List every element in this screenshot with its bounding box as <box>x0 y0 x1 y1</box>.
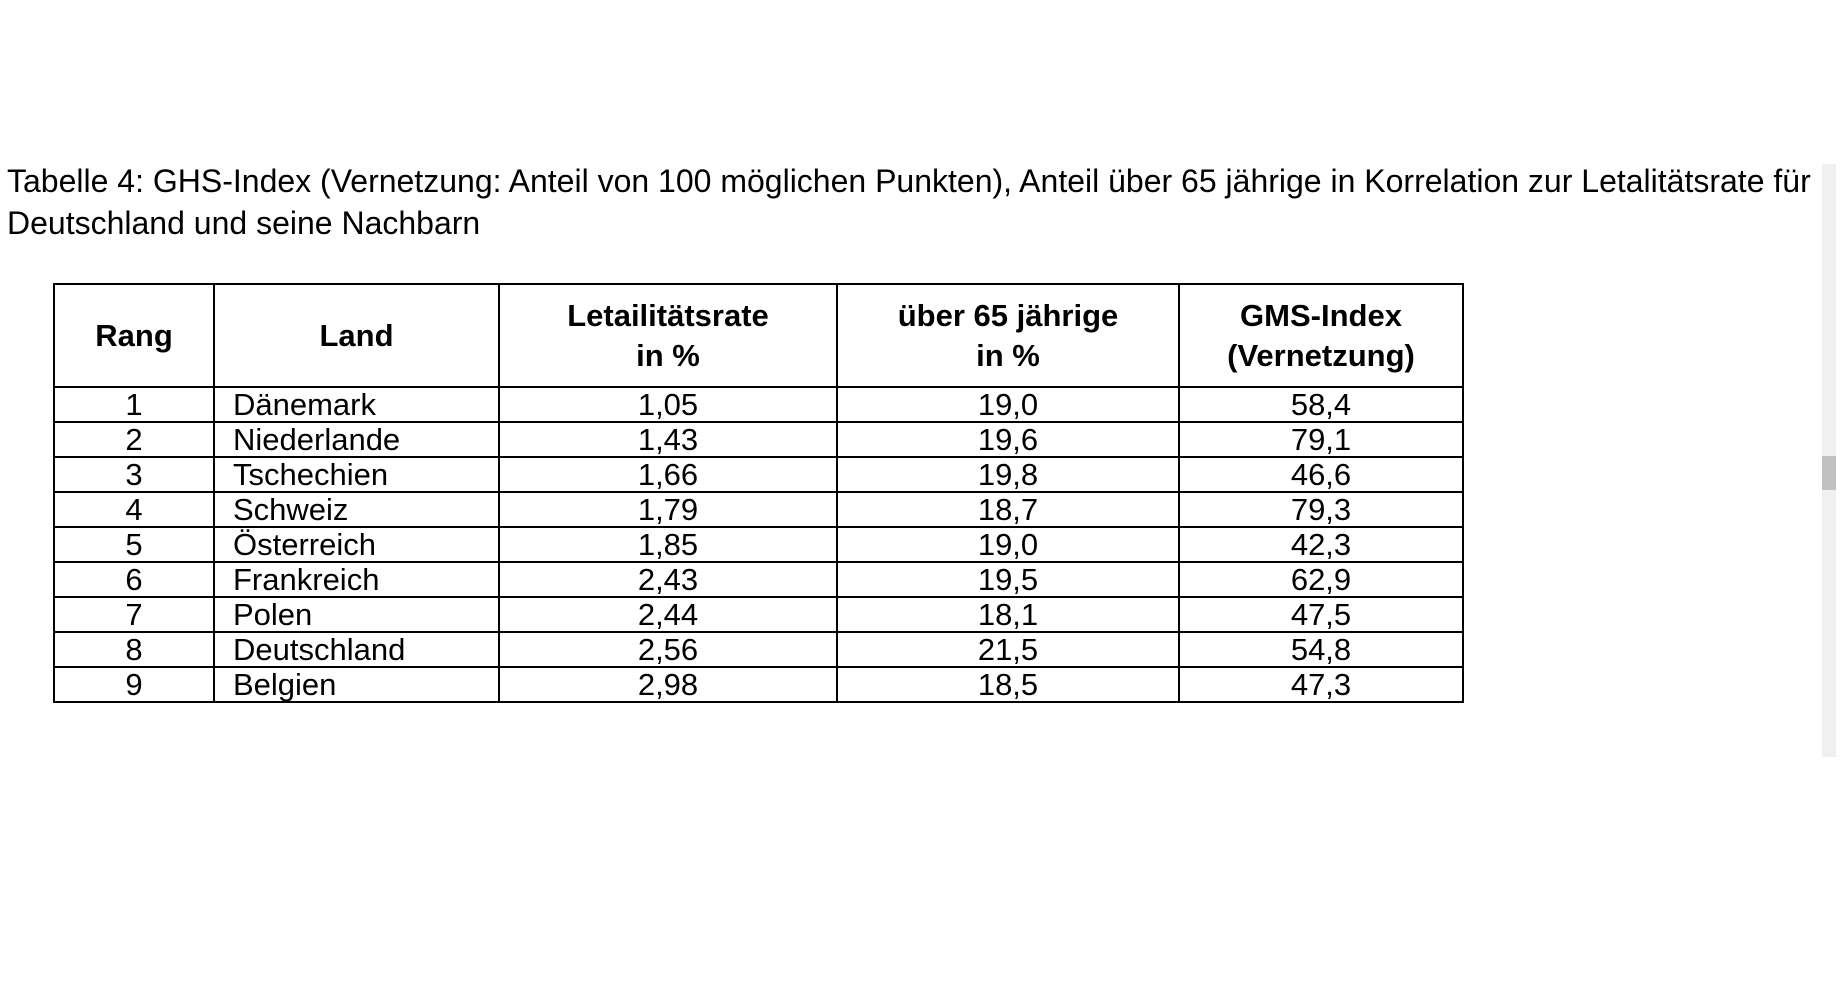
cell-rang: 1 <box>53 386 215 423</box>
cell-land: Polen <box>213 596 500 633</box>
cell-land: Deutschland <box>213 631 500 668</box>
cell-letalitaetsrate: 2,56 <box>498 631 838 668</box>
cell-ueber-65-jaehrige: 18,7 <box>836 491 1180 528</box>
cell-gms-index: 54,8 <box>1178 631 1464 668</box>
cell-ueber-65-jaehrige: 19,0 <box>836 526 1180 563</box>
header-row: Rang Land Letailitätsrate in % über 65 jähr… <box>53 283 1464 388</box>
cell-rang: 9 <box>53 666 215 703</box>
cell-gms-index: 47,5 <box>1178 596 1464 633</box>
cell-gms-index: 79,3 <box>1178 491 1464 528</box>
cell-land: Österreich <box>213 526 500 563</box>
cell-gms-index: 79,1 <box>1178 421 1464 458</box>
cell-land: Frankreich <box>213 561 500 598</box>
table-header: Rang Land Letailitätsrate in % über 65 jähr… <box>53 283 1464 388</box>
scrollbar-thumb[interactable] <box>1822 456 1836 490</box>
cell-letalitaetsrate: 1,79 <box>498 491 838 528</box>
cell-land: Belgien <box>213 666 500 703</box>
cell-ueber-65-jaehrige: 19,6 <box>836 421 1180 458</box>
cell-ueber-65-jaehrige: 21,5 <box>836 631 1180 668</box>
cell-rang: 2 <box>53 421 215 458</box>
table-row: 3 Tschechien 1,66 19,8 46,6 <box>53 456 1464 493</box>
cell-gms-index: 62,9 <box>1178 561 1464 598</box>
column-header-letalitaetsrate: Letailitätsrate in % <box>498 283 838 388</box>
cell-gms-index: 58,4 <box>1178 386 1464 423</box>
cell-letalitaetsrate: 1,43 <box>498 421 838 458</box>
table-row: 2 Niederlande 1,43 19,6 79,1 <box>53 421 1464 458</box>
cell-ueber-65-jaehrige: 18,5 <box>836 666 1180 703</box>
cell-letalitaetsrate: 1,05 <box>498 386 838 423</box>
cell-ueber-65-jaehrige: 19,8 <box>836 456 1180 493</box>
cell-gms-index: 42,3 <box>1178 526 1464 563</box>
table-row: 8 Deutschland 2,56 21,5 54,8 <box>53 631 1464 668</box>
column-header-ueber-65-jaehrige: über 65 jährige in % <box>836 283 1180 388</box>
cell-letalitaetsrate: 2,98 <box>498 666 838 703</box>
cell-land: Dänemark <box>213 386 500 423</box>
table-row: 7 Polen 2,44 18,1 47,5 <box>53 596 1464 633</box>
data-table: Rang Land Letailitätsrate in % über 65 jähr… <box>53 283 1464 703</box>
column-header-gms-index: GMS-Index (Vernetzung) <box>1178 283 1464 388</box>
table-row: 1 Dänemark 1,05 19,0 58,4 <box>53 386 1464 423</box>
cell-ueber-65-jaehrige: 19,5 <box>836 561 1180 598</box>
cell-letalitaetsrate: 2,44 <box>498 596 838 633</box>
table-row: 4 Schweiz 1,79 18,7 79,3 <box>53 491 1464 528</box>
cell-land: Niederlande <box>213 421 500 458</box>
table-row: 9 Belgien 2,98 18,5 47,3 <box>53 666 1464 703</box>
cell-letalitaetsrate: 1,66 <box>498 456 838 493</box>
cell-letalitaetsrate: 2,43 <box>498 561 838 598</box>
cell-gms-index: 47,3 <box>1178 666 1464 703</box>
table-row: 6 Frankreich 2,43 19,5 62,9 <box>53 561 1464 598</box>
table-caption: Tabelle 4: GHS-Index (Vernetzung: Anteil… <box>7 163 1811 241</box>
table-row: 5 Österreich 1,85 19,0 42,3 <box>53 526 1464 563</box>
scrollbar-track[interactable] <box>1822 164 1836 757</box>
cell-rang: 4 <box>53 491 215 528</box>
cell-rang: 3 <box>53 456 215 493</box>
cell-rang: 7 <box>53 596 215 633</box>
column-header-land: Land <box>213 283 500 388</box>
cell-land: Schweiz <box>213 491 500 528</box>
cell-rang: 6 <box>53 561 215 598</box>
cell-letalitaetsrate: 1,85 <box>498 526 838 563</box>
cell-rang: 5 <box>53 526 215 563</box>
cell-rang: 8 <box>53 631 215 668</box>
cell-gms-index: 46,6 <box>1178 456 1464 493</box>
column-header-rang: Rang <box>53 283 215 388</box>
cell-ueber-65-jaehrige: 18,1 <box>836 596 1180 633</box>
cell-ueber-65-jaehrige: 19,0 <box>836 386 1180 423</box>
cell-land: Tschechien <box>213 456 500 493</box>
